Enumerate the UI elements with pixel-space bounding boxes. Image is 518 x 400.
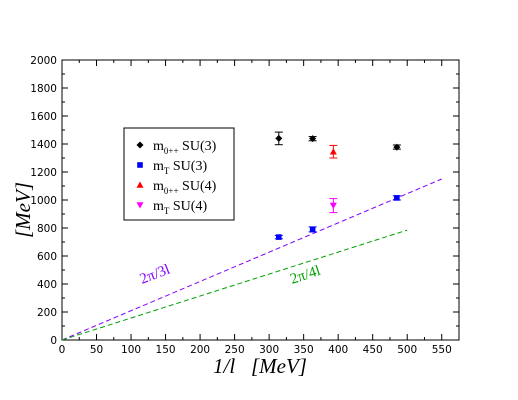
y-axis-title: [MeV] [11,182,35,238]
reference-lines [61,178,442,341]
point-m0_su3 [309,135,317,143]
dashed-line-su4_line [61,229,408,341]
y-tick-label: 0 [50,335,57,347]
legend-label-m0_su3: m0++ SU(3) [153,139,217,156]
legend-marker-mT_su4 [136,202,144,209]
x-tick-label: 550 [432,344,452,356]
y-tick-label: 800 [37,223,57,235]
point-mT_su4 [329,202,337,210]
legend: m0++ SU(3) mT SU(3) m0++ SU(4) mT SU(4) [123,127,235,221]
x-tick-label: 450 [363,344,383,356]
x-tick-label: 350 [294,344,314,356]
x-tick-label: 100 [121,344,141,356]
point-m0_su4 [329,148,337,155]
x-tick-label: 50 [90,344,103,356]
x-tick-label: 200 [190,344,210,356]
legend-label-m0_su4: m0++ SU(4) [153,179,217,196]
y-tick-label: 1400 [30,139,57,151]
dashed-line-su3_line [61,178,442,341]
legend-box [123,127,235,221]
x-tick-label: 500 [397,344,417,356]
x-tick-label: 0 [59,344,66,356]
y-tick-label: 1600 [30,111,57,123]
legend-marker-mT_su3 [137,162,143,168]
x-tick-label: 250 [225,344,245,356]
legend-label-mT_su4: mT SU(4) [153,199,207,216]
x-tick-label: 150 [156,344,176,356]
point-mT_su3 [275,234,282,240]
point-m0_su3 [275,134,283,142]
legend-label-mT_su3: mT SU(3) [153,159,207,176]
y-tick-label: 600 [37,251,57,263]
point-mT_su3 [394,195,400,201]
point-mT_su3 [309,226,316,233]
curve-label-su3: 2π/3l [138,262,173,288]
x-tick-label: 300 [259,344,279,356]
data-points [274,131,401,240]
axis-ticks: 0 50 100 150 200 250 300 350 400 450 500 550 0 200 400… [30,55,459,356]
legend-marker-m0_su3 [136,141,144,149]
legend-items: m0++ SU(3) mT SU(3) m0++ SU(4) mT SU(4) [136,139,217,216]
legend-marker-m0_su4 [136,181,144,188]
y-tick-label: 1000 [30,195,57,207]
y-tick-label: 2000 [30,55,57,67]
point-m0_su3 [393,143,401,151]
y-tick-label: 200 [37,307,57,319]
y-tick-label: 1800 [30,83,57,95]
y-tick-label: 1200 [30,167,57,179]
x-tick-label: 400 [328,344,348,356]
y-tick-label: 400 [37,279,57,291]
x-axis-title: 1/l [MeV] [213,354,307,378]
